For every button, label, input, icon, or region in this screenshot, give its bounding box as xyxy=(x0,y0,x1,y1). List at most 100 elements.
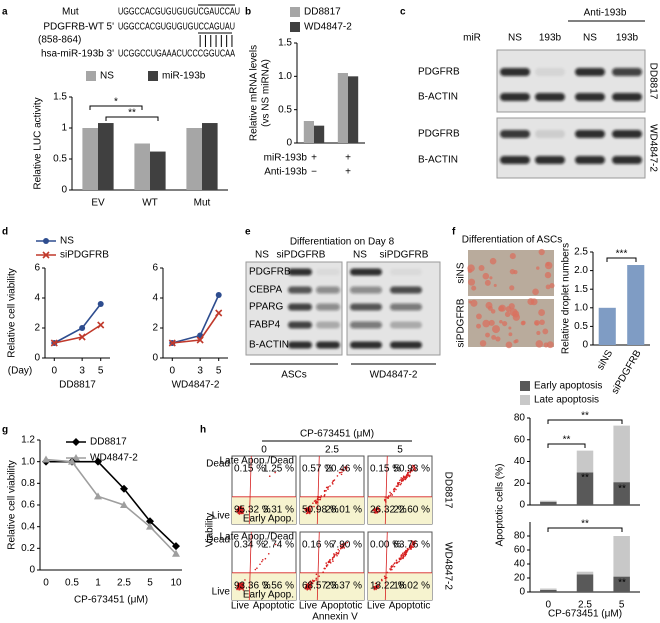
x-tick-label: 2.5 xyxy=(578,600,592,611)
event-dot xyxy=(387,495,390,497)
event-dot xyxy=(400,478,402,481)
legend-label: WD4847-2 xyxy=(90,453,138,464)
event-dot xyxy=(303,508,306,510)
event-dot xyxy=(337,552,340,555)
event-dot xyxy=(341,543,344,545)
event-dot xyxy=(413,468,415,470)
sequence: UCGGCCUGAAACUCCCGGUCAA xyxy=(118,49,235,60)
x-axis-label: CP-673451 (μM) xyxy=(548,609,622,620)
lane-label: NS xyxy=(508,33,522,44)
event-dot xyxy=(332,560,334,562)
y-tick-label: 0.4 xyxy=(21,521,35,532)
event-dot xyxy=(242,509,244,512)
y-tick-label: 40 xyxy=(514,559,526,570)
event-dot xyxy=(327,488,329,490)
image-row-label: siPDGFRB xyxy=(456,298,467,347)
quadrant-name: Early Apop. xyxy=(243,590,294,601)
event-dot xyxy=(411,541,414,544)
event-dot xyxy=(267,553,270,555)
x-tick-label: 0 xyxy=(43,578,49,589)
lipid-droplet xyxy=(546,341,554,349)
lane-label: NS xyxy=(583,33,597,44)
quadrant-percent: 68.57 % xyxy=(302,581,339,592)
event-dot xyxy=(407,471,409,474)
event-dot xyxy=(344,542,347,545)
lipid-droplet xyxy=(545,262,550,266)
event-dot xyxy=(408,546,411,549)
event-dot xyxy=(389,568,391,570)
marker xyxy=(78,333,86,341)
event-dot xyxy=(274,471,276,474)
marker xyxy=(94,492,102,500)
lipid-droplet xyxy=(535,340,544,348)
y-tick-label: 0.5 xyxy=(53,154,67,165)
panel-label: g xyxy=(2,425,8,436)
quadrant-percent: 7.90 % xyxy=(331,540,362,551)
lipid-droplet xyxy=(493,283,497,287)
lipid-droplet xyxy=(499,320,503,324)
event-dot xyxy=(332,479,335,482)
x-tick-label: 1 xyxy=(95,578,101,589)
event-dot xyxy=(305,583,308,586)
event-dot xyxy=(244,579,246,581)
lipid-droplet xyxy=(538,309,546,316)
event-dot xyxy=(325,486,328,489)
event-dot xyxy=(309,580,312,582)
event-dot xyxy=(327,560,330,563)
event-dot xyxy=(395,559,398,562)
bar xyxy=(186,128,202,190)
quadrant-axis-label: Apoptotic xyxy=(321,601,363,612)
blot-band xyxy=(500,93,530,101)
y-tick-label: 60 xyxy=(514,545,526,556)
event-dot xyxy=(402,554,404,556)
event-dot xyxy=(402,556,405,559)
event-dot xyxy=(397,481,399,484)
event-dot xyxy=(315,577,318,580)
lipid-droplet xyxy=(545,284,551,290)
bar xyxy=(627,265,645,345)
lipid-droplet xyxy=(490,309,496,314)
quadrant-percent: 22.60 % xyxy=(393,505,430,516)
bar xyxy=(98,123,114,190)
y-tick-label: 1.2 xyxy=(21,435,35,446)
event-dot xyxy=(377,510,379,513)
event-dot xyxy=(398,558,401,561)
x-tick-label: 5 xyxy=(216,366,222,377)
blot-band xyxy=(288,286,312,294)
sequence: UGGCCACGUGUGUGUCGAUCCAU xyxy=(118,7,240,18)
event-dot xyxy=(242,589,245,591)
quadrant-percent: 95.32 % xyxy=(234,505,271,516)
event-dot xyxy=(268,475,271,477)
event-dot xyxy=(404,553,407,556)
event-dot xyxy=(306,587,309,590)
blot-band xyxy=(390,268,422,276)
quadrant-name: Late Apop./Dead xyxy=(219,532,294,543)
event-dot xyxy=(345,469,348,471)
x-tick-label: 2.5 xyxy=(117,578,131,589)
bar xyxy=(598,307,616,345)
event-dot xyxy=(238,584,241,587)
significance-label: ** xyxy=(563,435,571,446)
event-dot xyxy=(341,471,343,474)
bar-segment xyxy=(576,574,594,592)
y-tick-label: 1.5 xyxy=(53,92,67,103)
event-dot xyxy=(374,509,376,512)
event-dot xyxy=(264,557,267,560)
event-dot xyxy=(393,562,396,565)
quadrant-axis-label: Live xyxy=(231,601,250,612)
blot-group-label: DD8817 xyxy=(647,63,658,100)
event-dot xyxy=(315,573,318,576)
lipid-droplet xyxy=(534,319,540,326)
marker xyxy=(94,457,102,466)
event-dot xyxy=(304,587,307,590)
sequence-label: PDGFRB-WT 5' xyxy=(43,22,114,33)
event-dot xyxy=(395,485,398,487)
y-tick-label: 0 xyxy=(286,138,292,149)
event-dot xyxy=(393,490,396,492)
event-dot xyxy=(237,587,240,590)
event-dot xyxy=(409,468,412,471)
blot-band xyxy=(612,156,642,164)
marker xyxy=(196,336,204,344)
event-dot xyxy=(380,578,383,581)
legend-label: Early apoptosis xyxy=(534,381,602,392)
